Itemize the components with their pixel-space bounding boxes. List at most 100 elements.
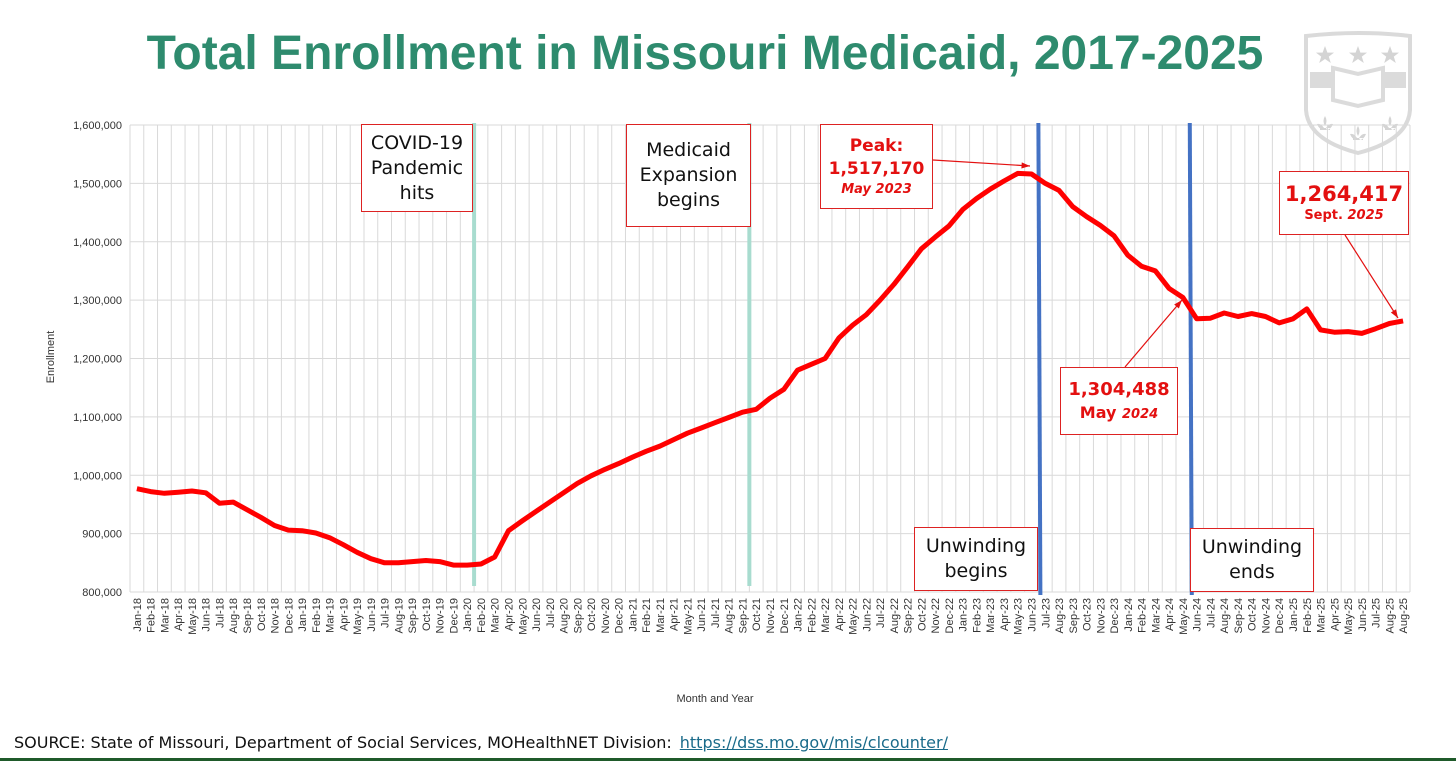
x-tick-label: Jul-25 bbox=[1371, 598, 1383, 628]
logo-fleurs bbox=[1317, 116, 1398, 140]
x-tick-label: Jan-23 bbox=[958, 598, 970, 632]
expansion-annotation: Medicaid Expansion begins bbox=[626, 124, 751, 227]
x-tick-label: Aug-25 bbox=[1398, 598, 1410, 633]
expansion-line-3: begins bbox=[656, 189, 721, 211]
latest-value: 1,264,417 bbox=[1284, 182, 1404, 206]
x-tick-label: Apr-25 bbox=[1329, 598, 1341, 631]
x-tick-label: Apr-18 bbox=[173, 598, 185, 631]
x-tick-label: Feb-24 bbox=[1137, 598, 1149, 633]
y-tick-label: 1,300,000 bbox=[73, 295, 122, 307]
x-tick-label: Nov-21 bbox=[765, 598, 777, 633]
x-tick-label: Jul-21 bbox=[710, 598, 722, 628]
x-tick-label: Dec-18 bbox=[283, 598, 295, 633]
covid-line-1: COVID-19 bbox=[370, 131, 464, 154]
x-tick-label: Nov-24 bbox=[1260, 598, 1272, 633]
peak-arrow bbox=[932, 159, 1031, 167]
x-tick-label: Feb-20 bbox=[476, 598, 488, 633]
x-tick-label: Aug-21 bbox=[724, 598, 736, 633]
x-tick-label: Dec-19 bbox=[448, 598, 460, 633]
expansion-line-2: Expansion bbox=[639, 164, 738, 186]
x-tick-label: Sep-22 bbox=[903, 598, 915, 633]
latest-arrow bbox=[1344, 234, 1399, 319]
covid-line-2: Pandemic bbox=[370, 156, 464, 179]
x-tick-label: Sep-20 bbox=[572, 598, 584, 633]
x-tick-label: Aug-24 bbox=[1219, 598, 1231, 633]
x-tick-label: Jun-18 bbox=[201, 598, 213, 632]
x-tick-label: Jun-19 bbox=[366, 598, 378, 632]
y-tick-label: 900,000 bbox=[82, 529, 122, 541]
unwinding-end-value-annotation: 1,304,488 May 2024 bbox=[1060, 367, 1178, 435]
x-tick-label: May-20 bbox=[517, 598, 529, 635]
x-tick-label: Jan-19 bbox=[297, 598, 309, 632]
x-tick-label: Oct-21 bbox=[751, 598, 763, 631]
x-tick-label: Dec-23 bbox=[1109, 598, 1121, 633]
x-tick-label: Nov-19 bbox=[435, 598, 447, 633]
peak-arrow-head bbox=[1021, 162, 1030, 169]
source-link[interactable]: https://dss.mo.gov/mis/clcounter/ bbox=[679, 733, 948, 752]
chart-title: Total Enrollment in Missouri Medicaid, 2… bbox=[146, 27, 1264, 80]
latest-annotation: 1,264,417 Sept. 2025 bbox=[1279, 171, 1409, 235]
x-tick-label: Jul-18 bbox=[214, 598, 226, 628]
x-tick-label: May-19 bbox=[352, 598, 364, 635]
unwinding-begins-line-2: begins bbox=[944, 560, 1008, 582]
x-tick-label: Nov-20 bbox=[600, 598, 612, 633]
enrollment-line bbox=[136, 170, 1404, 568]
may-2024-value: 1,304,488 bbox=[1068, 378, 1170, 400]
unwinding-ends-line-2: ends bbox=[1229, 561, 1275, 583]
x-tick-label: Sep-24 bbox=[1233, 598, 1245, 633]
latest-year: 2025 bbox=[1347, 208, 1384, 223]
peak-annotation: Peak: 1,517,170 May 2023 bbox=[820, 124, 933, 209]
x-tick-label: Oct-24 bbox=[1247, 598, 1259, 631]
x-tick-label: Jun-23 bbox=[1027, 598, 1039, 632]
x-tick-label: Sep-23 bbox=[1068, 598, 1080, 633]
x-tick-label: Jul-22 bbox=[875, 598, 887, 628]
x-tick-label: Feb-21 bbox=[641, 598, 653, 633]
x-axis-title: Month and Year bbox=[676, 693, 753, 705]
x-tick-label: Apr-20 bbox=[503, 598, 515, 631]
x-tick-label: May-21 bbox=[682, 598, 694, 635]
x-tick-label: Nov-18 bbox=[270, 598, 282, 633]
x-tick-label: Jan-24 bbox=[1123, 598, 1135, 632]
x-tick-label: Oct-22 bbox=[916, 598, 928, 631]
x-tick-label: Jun-24 bbox=[1192, 598, 1204, 632]
x-tick-label: Aug-22 bbox=[889, 598, 901, 633]
x-tick-label: Sep-19 bbox=[407, 598, 419, 633]
x-tick-label: Aug-25 bbox=[1384, 598, 1396, 633]
x-tick-label: Mar-19 bbox=[325, 598, 337, 633]
unwinding-begins-line-1: Unwinding bbox=[925, 535, 1027, 557]
x-tick-label: Mar-18 bbox=[159, 598, 171, 633]
x-tick-label: Feb-19 bbox=[311, 598, 323, 633]
x-tick-label: Apr-19 bbox=[338, 598, 350, 631]
x-tick-label: Aug-23 bbox=[1054, 598, 1066, 633]
y-tick-label: 1,500,000 bbox=[73, 178, 122, 190]
expansion-line-1: Medicaid bbox=[646, 139, 731, 161]
x-tick-label: Apr-22 bbox=[834, 598, 846, 631]
x-tick-label: Jun-21 bbox=[696, 598, 708, 632]
x-tick-label: Aug-20 bbox=[559, 598, 571, 633]
x-tick-label: Jan-21 bbox=[627, 598, 639, 632]
x-tick-label: May-25 bbox=[1343, 598, 1355, 635]
latest-month: Sept. bbox=[1304, 208, 1343, 223]
x-tick-label: Jun-25 bbox=[1357, 598, 1369, 632]
may-2024-arrow bbox=[1124, 299, 1183, 368]
x-tick-label: Dec-20 bbox=[614, 598, 626, 633]
x-tick-label: Aug-18 bbox=[228, 598, 240, 633]
x-tick-label: Feb-25 bbox=[1302, 598, 1314, 633]
x-tick-label: Apr-21 bbox=[669, 598, 681, 631]
may-2024-year: 2024 bbox=[1122, 406, 1159, 422]
unwinding-ends-line-1: Unwinding bbox=[1201, 536, 1303, 558]
covid-line-3: hits bbox=[399, 181, 435, 204]
covid-annotation: COVID-19 Pandemic hits bbox=[361, 124, 473, 212]
x-tick-label: May-24 bbox=[1178, 598, 1190, 635]
may-2024-arrow-head bbox=[1174, 300, 1182, 309]
x-tick-label: Mar-24 bbox=[1150, 598, 1162, 633]
x-tick-label: Jan-25 bbox=[1288, 598, 1300, 632]
x-tick-label: Oct-18 bbox=[256, 598, 268, 631]
x-tick-label: Oct-20 bbox=[586, 598, 598, 631]
peak-value: 1,517,170 bbox=[828, 158, 925, 179]
source-note: SOURCE: State of Missouri, Department of… bbox=[14, 733, 948, 752]
x-tick-label: Mar-25 bbox=[1316, 598, 1328, 633]
x-tick-label: May-22 bbox=[848, 598, 860, 635]
y-tick-label: 1,000,000 bbox=[73, 470, 122, 482]
